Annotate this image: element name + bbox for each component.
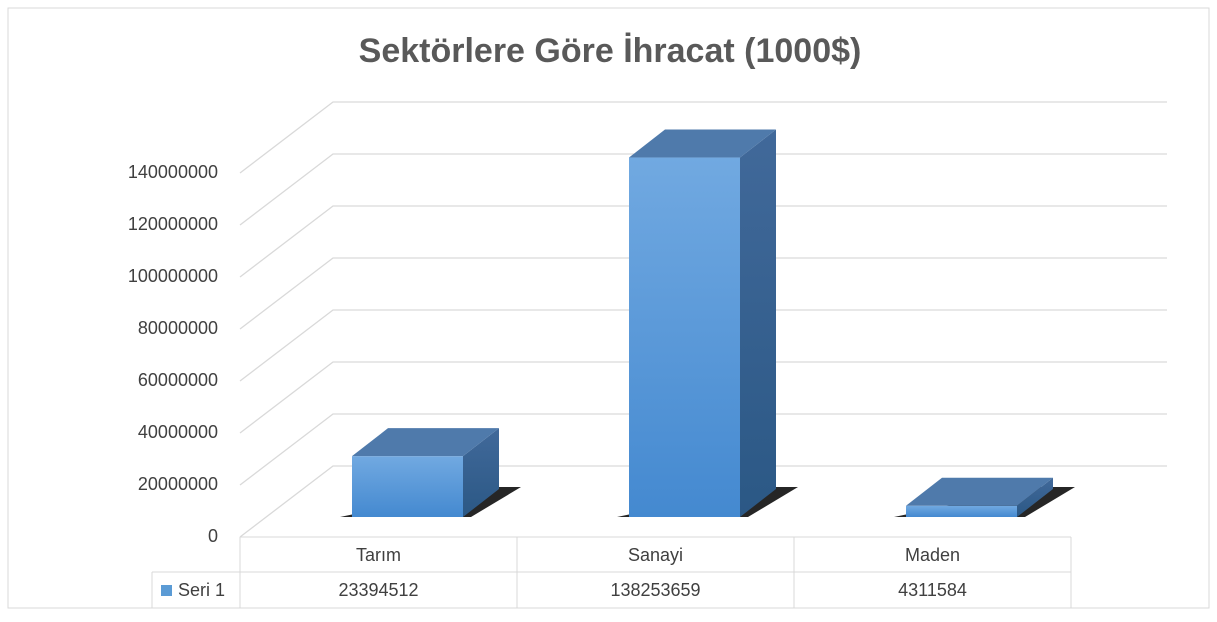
legend-key <box>161 585 172 596</box>
bar-top <box>352 428 499 457</box>
chart-border <box>7 7 1210 609</box>
y-tick-label: 120000000 <box>128 214 218 234</box>
grid-line <box>239 153 1167 226</box>
chart-title: Sektörlere Göre İhracat (1000$) <box>359 32 862 70</box>
table-value: 23394512 <box>338 580 418 600</box>
grid-line <box>239 257 1167 330</box>
bar-side <box>1017 477 1053 517</box>
x-tick-label: Sanayi <box>628 545 683 565</box>
grid-line <box>239 205 1167 278</box>
grid-line <box>239 465 1167 538</box>
grid-line <box>239 413 1167 486</box>
y-tick-label: 100000000 <box>128 266 218 286</box>
bar-top <box>906 477 1053 506</box>
x-tick-label: Maden <box>905 545 960 565</box>
grid-line <box>239 361 1167 434</box>
y-tick-label: 40000000 <box>138 422 218 442</box>
bar <box>629 157 740 518</box>
bar-side <box>463 428 499 517</box>
grid-line <box>239 101 1167 174</box>
x-tick-label: Tarım <box>356 545 401 565</box>
y-tick-label: 20000000 <box>138 474 218 494</box>
legend-label: Seri 1 <box>178 580 225 600</box>
y-tick-label: 60000000 <box>138 370 218 390</box>
bar-side <box>740 129 776 518</box>
y-tick-label: 0 <box>208 526 218 546</box>
bar <box>352 456 463 517</box>
y-tick-label: 140000000 <box>128 162 218 182</box>
table-value: 138253659 <box>610 580 700 600</box>
table-value: 4311584 <box>898 580 967 600</box>
bar-top <box>629 129 776 158</box>
bar <box>906 505 1017 517</box>
y-tick-label: 80000000 <box>138 318 218 338</box>
grid-line <box>239 309 1167 382</box>
